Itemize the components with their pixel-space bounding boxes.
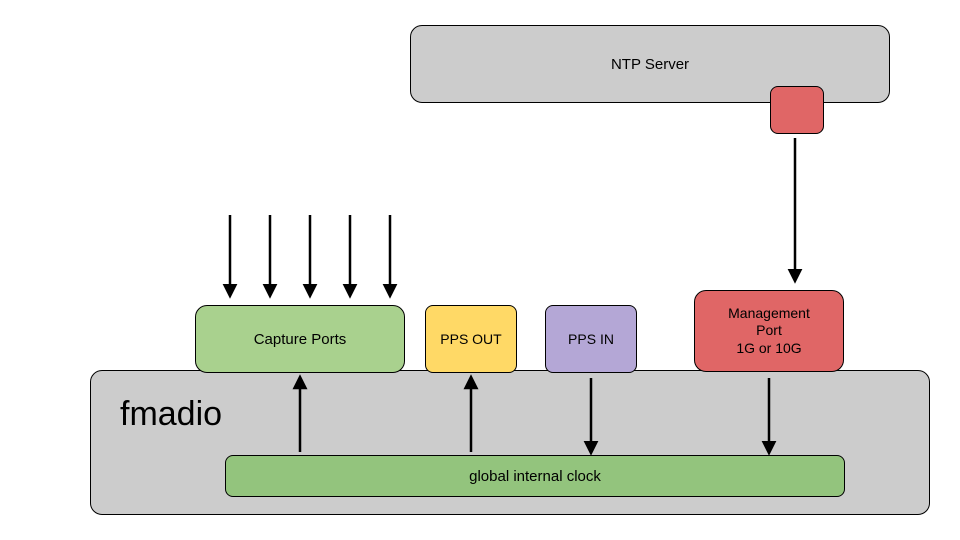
global-clock-box: global internal clock: [225, 455, 845, 497]
pps-in-label: PPS IN: [568, 331, 614, 347]
global-clock-label: global internal clock: [469, 468, 601, 485]
ntp-port-box: [770, 86, 824, 134]
mgmt-label-3: 1G or 10G: [728, 340, 810, 358]
mgmt-label-2: Port: [728, 322, 810, 340]
fmadio-label: fmadio: [120, 395, 222, 434]
pps-out-label: PPS OUT: [440, 331, 501, 347]
pps-in-box: PPS IN: [545, 305, 637, 373]
pps-out-box: PPS OUT: [425, 305, 517, 373]
capture-ports-box: Capture Ports: [195, 305, 405, 373]
capture-ports-label: Capture Ports: [254, 331, 347, 348]
mgmt-label-1: Management: [728, 305, 810, 323]
ntp-server-label: NTP Server: [611, 56, 689, 73]
management-port-box: Management Port 1G or 10G: [694, 290, 844, 372]
